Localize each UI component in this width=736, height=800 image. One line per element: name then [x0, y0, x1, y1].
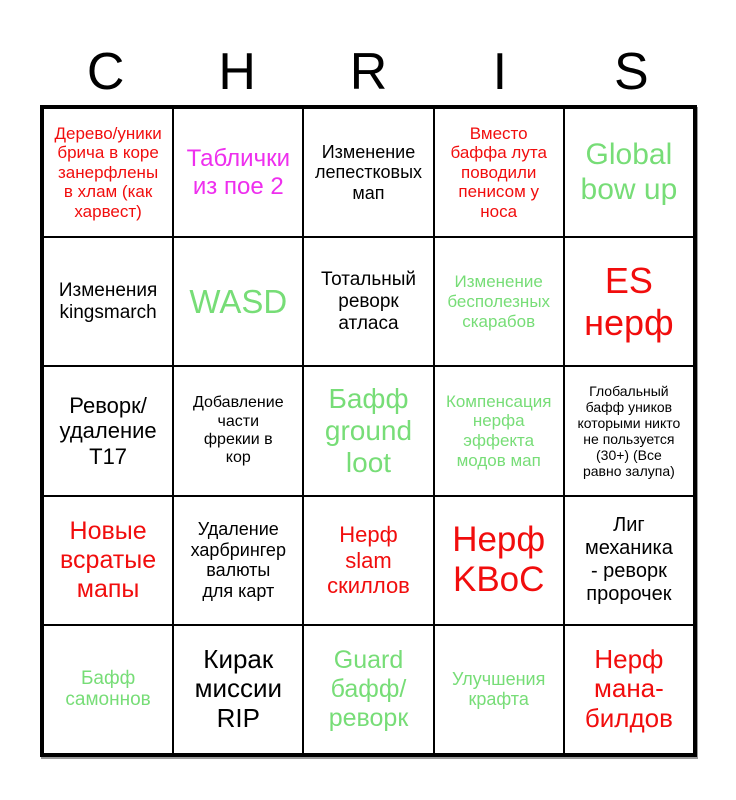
bingo-cell-text: WASD — [189, 282, 288, 320]
bingo-title: C H R I S — [40, 30, 697, 98]
bingo-cell-r1c2[interactable]: Таблички из пое 2 — [173, 108, 304, 238]
bingo-cell-r4c1[interactable]: Новые всратые мапы — [43, 495, 174, 625]
title-letter-c: C — [86, 43, 125, 101]
bingo-cell-text: Кирак миссии RIP — [194, 643, 283, 734]
bingo-cell-text: Global bow up — [580, 138, 678, 206]
bingo-cell-text: Изменение бесполезных скарабов — [447, 272, 551, 331]
title-letter-h: H — [218, 43, 256, 101]
bingo-cell-text: Новые всратые мапы — [60, 517, 157, 603]
bingo-cell-r4c5[interactable]: Лиг механика - реворк пророчек — [563, 495, 694, 625]
bingo-cell-text: Дерево/уники брича в коре занерфлены в х… — [54, 123, 162, 221]
bingo-cell-r2c1[interactable]: Изменения kingsmarch — [43, 237, 174, 367]
bingo-cell-r2c2[interactable]: WASD — [173, 237, 304, 367]
bingo-cell-text: Тотальный реворк атласа — [320, 269, 417, 334]
bingo-cell-text: Реворк/ удаление Т17 — [59, 393, 157, 469]
bingo-cell-text: ES нерф — [584, 260, 674, 343]
bingo-cell-r5c3[interactable]: Guard бафф/ реворк — [303, 624, 434, 754]
bingo-cell-r2c3[interactable]: Тотальный реворк атласа — [303, 237, 434, 367]
bingo-cell-text: Таблички из пое 2 — [186, 145, 290, 200]
bingo-cell-r4c2[interactable]: Удаление харбрингер валюты для карт — [173, 495, 304, 625]
title-letter-s: S — [613, 43, 649, 101]
bingo-cell-text: Нерф slam скиллов — [327, 522, 410, 598]
bingo-cell-text: Бафф ground loot — [324, 382, 413, 479]
bingo-cell-text: Нерф KBoC — [452, 519, 546, 600]
bingo-cell-r1c4[interactable]: Вместо баффа лута поводили пенисом у нос… — [433, 108, 564, 238]
bingo-cell-text: Улучшения крафта — [452, 668, 546, 710]
bingo-cell-r5c1[interactable]: Бафф самоннов — [43, 624, 174, 754]
bingo-cell-r3c3[interactable]: Бафф ground loot — [303, 366, 434, 496]
bingo-cell-r5c5[interactable]: Нерф мана- билдов — [563, 624, 694, 754]
bingo-cell-text: Глобальный бафф уников которыми никто не… — [577, 382, 681, 480]
bingo-cell-text: Нерф мана- билдов — [584, 643, 673, 734]
bingo-cell-r5c2[interactable]: Кирак миссии RIP — [173, 624, 304, 754]
bingo-cell-r1c1[interactable]: Дерево/уники брича в коре занерфлены в х… — [43, 108, 174, 238]
bingo-cell-r5c4[interactable]: Улучшения крафта — [433, 624, 564, 754]
bingo-cell-text: Изменение лепестковых мап — [314, 141, 423, 203]
bingo-cell-r3c1[interactable]: Реворк/ удаление Т17 — [43, 366, 174, 496]
bingo-cell-r1c3[interactable]: Изменение лепестковых мап — [303, 108, 434, 238]
bingo-cell-text: Guard бафф/ реворк — [328, 646, 409, 732]
bingo-grid: Дерево/уники брича в коре занерфлены в х… — [40, 105, 697, 757]
bingo-cell-r2c4[interactable]: Изменение бесполезных скарабов — [433, 237, 564, 367]
bingo-cell-r3c2[interactable]: Добавление части фрекии в кор — [173, 366, 304, 496]
title-letter-r: R — [349, 43, 388, 101]
bingo-cell-text: Лиг механика - реворк пророчек — [584, 514, 673, 606]
bingo-cell-text: Бафф самоннов — [65, 667, 151, 711]
bingo-cell-text: Вместо баффа лута поводили пенисом у нос… — [450, 123, 547, 221]
bingo-cell-text: Изменения kingsmarch — [58, 279, 158, 323]
bingo-cell-text: Добавление части фрекии в кор — [192, 394, 284, 467]
bingo-cell-text: Компенсация нерфа эффекта модов мап — [445, 391, 552, 470]
bingo-cell-r4c3[interactable]: Нерф slam скиллов — [303, 495, 434, 625]
bingo-cell-r3c5[interactable]: Глобальный бафф уников которыми никто не… — [563, 366, 694, 496]
title-letter-i: I — [492, 43, 508, 101]
bingo-cell-r4c4[interactable]: Нерф KBoC — [433, 495, 564, 625]
bingo-cell-text: Удаление харбрингер валюты для карт — [190, 518, 286, 601]
bingo-cell-r3c4[interactable]: Компенсация нерфа эффекта модов мап — [433, 366, 564, 496]
bingo-cell-r2c5[interactable]: ES нерф — [563, 237, 694, 367]
bingo-cell-r1c5[interactable]: Global bow up — [563, 108, 694, 238]
